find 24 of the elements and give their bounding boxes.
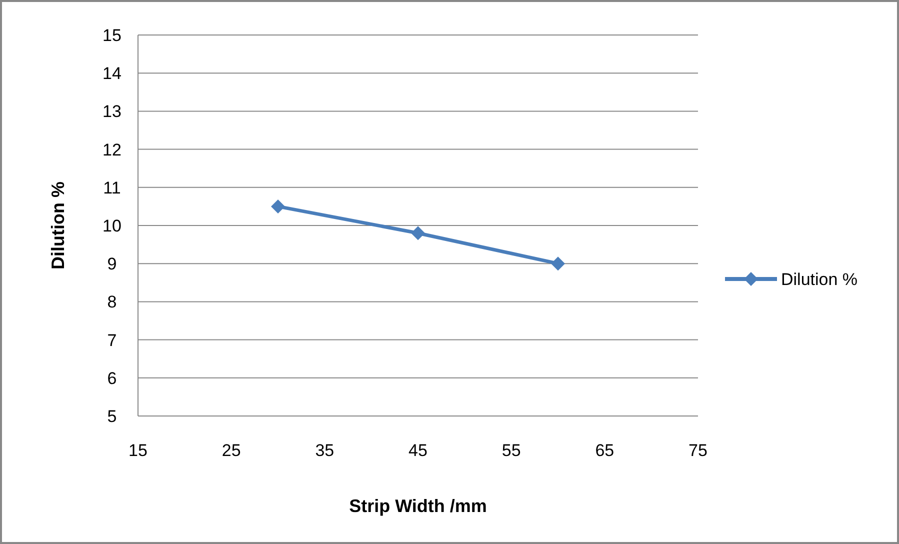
x-tick-label: 25 xyxy=(222,441,241,460)
y-tick-label: 12 xyxy=(102,140,122,160)
y-tick-label: 6 xyxy=(107,368,117,388)
y-tick-label: 9 xyxy=(107,254,117,274)
y-tick-label: 8 xyxy=(107,292,117,312)
y-tick-label: 13 xyxy=(102,102,122,122)
y-tick-label: 15 xyxy=(102,26,122,45)
y-tick-label: 11 xyxy=(103,178,121,198)
x-axis-title: Strip Width /mm xyxy=(349,496,487,516)
x-tick-label: 45 xyxy=(408,441,428,460)
y-tick-label: 14 xyxy=(102,64,122,84)
x-tick-label: 55 xyxy=(502,441,521,460)
x-tick-label: 35 xyxy=(315,441,334,460)
y-tick-label: 5 xyxy=(107,406,117,426)
x-tick-label: 15 xyxy=(128,441,148,460)
y-axis-title: Dilution % xyxy=(48,182,68,270)
legend-label: Dilution % xyxy=(781,270,858,289)
y-tick-label: 7 xyxy=(107,330,117,350)
x-tick-label: 65 xyxy=(595,441,614,460)
point xyxy=(551,256,565,271)
point xyxy=(411,226,425,240)
x-tick-label: 75 xyxy=(688,441,708,460)
point xyxy=(271,199,285,214)
y-tick-label: 10 xyxy=(102,216,122,236)
